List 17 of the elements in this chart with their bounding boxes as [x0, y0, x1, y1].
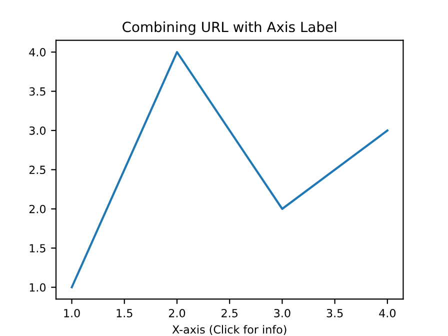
x-tick-label: 2.0: [168, 308, 186, 318]
line-series: [70, 51, 388, 288]
y-tick-label: 1.0: [30, 283, 46, 292]
y-tick-label: 3.0: [29, 126, 46, 135]
y-tick-label: 4.0: [29, 48, 46, 56]
y-tick-label: 3.5: [29, 87, 46, 96]
x-axis-title: X-axis (Click for info): [172, 325, 286, 335]
y-tick-label: 1.5: [30, 244, 46, 252]
x-tick-label: 1.5: [116, 309, 132, 318]
x-tick-label: 3.0: [274, 308, 290, 318]
x-tick-label: 1.0: [64, 308, 80, 318]
y-tick-label: 2.0: [29, 204, 46, 214]
x-tick-label: 4.0: [379, 308, 396, 318]
chart-title: Combining URL with Axis Label: [122, 21, 336, 35]
x-tick-label: 3.5: [326, 308, 343, 318]
y-tick-label: 2.5: [29, 166, 46, 174]
x-tick-label: 2.5: [222, 308, 238, 318]
